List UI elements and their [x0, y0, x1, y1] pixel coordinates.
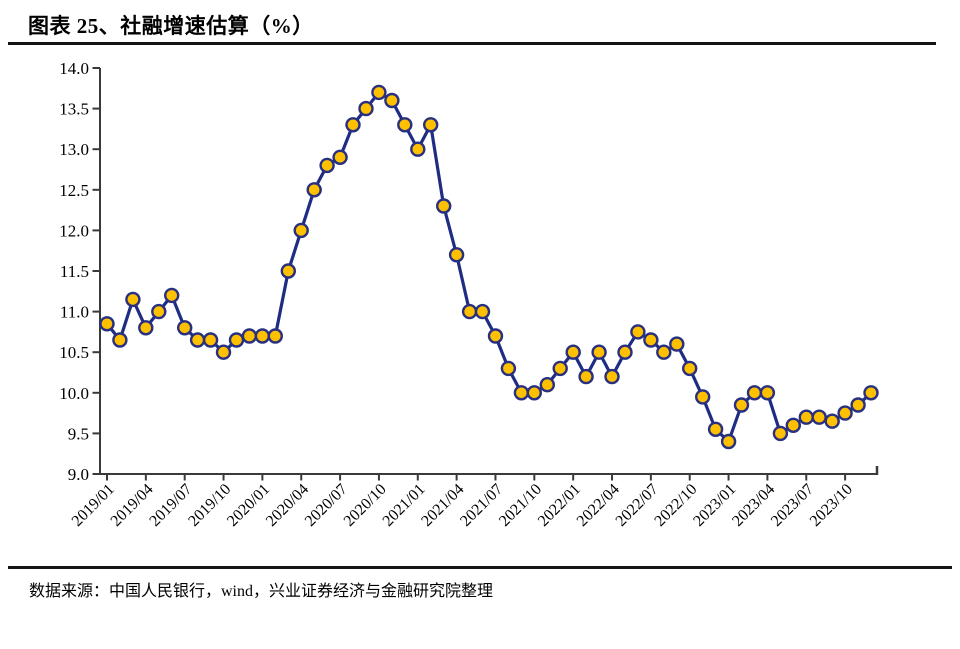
data-point — [306, 182, 322, 198]
data-point — [669, 336, 685, 352]
data-source-note: 数据来源：中国人民银行，wind，兴业证券经济与金融研究院整理 — [29, 583, 494, 600]
data-point — [319, 157, 335, 174]
data-point — [202, 332, 219, 348]
data-point — [811, 409, 827, 425]
data-point — [280, 263, 296, 279]
data-point — [643, 332, 659, 348]
data-point — [138, 320, 154, 336]
title-divider — [8, 42, 936, 45]
data-point — [228, 332, 245, 348]
x-tick-label: 2022/01 — [535, 481, 584, 530]
data-point — [397, 117, 413, 133]
y-tick-label: 9.0 — [68, 465, 89, 484]
data-point — [565, 344, 581, 360]
x-tick-label: 2019/07 — [146, 481, 195, 530]
y-tick-label: 14.0 — [59, 59, 89, 78]
y-tick-label: 10.0 — [59, 384, 89, 403]
data-point — [487, 328, 504, 344]
data-point — [371, 84, 387, 101]
data-point — [99, 316, 115, 332]
data-point — [267, 328, 283, 344]
data-point — [695, 389, 711, 405]
data-point — [578, 368, 594, 385]
data-point — [448, 247, 465, 263]
data-point — [163, 287, 180, 304]
x-tick-label: 2022/10 — [651, 481, 700, 530]
data-point — [526, 385, 542, 401]
data-point — [358, 100, 374, 117]
data-point — [500, 360, 517, 377]
data-point — [254, 328, 271, 344]
x-tick-label: 2023/10 — [807, 481, 856, 530]
y-tick-label: 9.5 — [68, 424, 89, 443]
data-point — [604, 368, 620, 385]
data-point — [772, 425, 789, 442]
x-tick-label: 2021/10 — [496, 481, 545, 530]
data-point — [423, 117, 439, 133]
data-point — [785, 417, 801, 433]
data-point — [345, 117, 361, 133]
data-point — [656, 344, 672, 360]
data-point — [151, 303, 167, 320]
y-tick-label: 11.5 — [60, 262, 89, 281]
data-point — [850, 397, 866, 413]
y-tick-label: 12.0 — [59, 221, 89, 240]
x-tick-label: 2022/04 — [574, 481, 623, 530]
data-point — [436, 198, 452, 214]
data-point — [513, 385, 530, 401]
data-point — [241, 328, 258, 344]
x-tick-label: 2019/10 — [185, 481, 234, 530]
x-tick-label: 2021/01 — [379, 481, 428, 530]
y-tick-label: 12.5 — [59, 181, 89, 200]
data-point — [539, 377, 555, 393]
footer-divider — [8, 566, 952, 569]
data-point — [682, 360, 698, 377]
x-tick-label: 2020/04 — [263, 481, 312, 530]
x-tick-label: 2023/01 — [690, 481, 739, 530]
data-point — [189, 332, 206, 348]
x-tick-label: 2023/04 — [729, 481, 778, 530]
data-point — [293, 222, 309, 239]
data-point — [332, 149, 348, 166]
figure-title: 图表 25、社融增速估算（%） — [28, 14, 314, 38]
data-point — [707, 421, 724, 437]
y-tick-label: 10.5 — [59, 343, 89, 362]
y-tick-label: 13.0 — [59, 140, 89, 159]
data-point — [474, 303, 491, 320]
data-point — [176, 320, 193, 336]
y-tick-label: 13.5 — [59, 100, 89, 119]
data-point — [215, 344, 232, 360]
x-tick-label: 2019/04 — [108, 481, 157, 530]
data-point — [733, 397, 750, 413]
data-point — [759, 385, 776, 401]
data-point — [552, 360, 568, 377]
x-tick-label: 2019/01 — [69, 481, 118, 530]
data-point — [863, 385, 879, 401]
x-tick-label: 2021/04 — [418, 481, 467, 530]
data-point — [798, 409, 814, 425]
data-point — [125, 291, 141, 308]
data-point — [824, 413, 840, 429]
data-point — [837, 405, 853, 421]
y-tick-label: 11.0 — [60, 303, 89, 322]
data-point — [112, 332, 128, 348]
x-tick-label: 2021/07 — [457, 481, 506, 530]
data-point — [384, 92, 400, 109]
data-point — [591, 344, 607, 360]
x-tick-label: 2022/07 — [613, 481, 662, 530]
data-point — [720, 433, 737, 450]
x-tick-label: 2020/07 — [302, 481, 351, 530]
x-tick-label: 2020/01 — [224, 481, 273, 530]
x-tick-label: 2020/10 — [341, 481, 390, 530]
data-point — [461, 303, 478, 320]
x-tick-label: 2023/07 — [768, 481, 817, 530]
data-point — [410, 141, 426, 157]
data-point — [617, 344, 633, 360]
data-point — [746, 385, 763, 401]
data-point — [630, 324, 646, 340]
